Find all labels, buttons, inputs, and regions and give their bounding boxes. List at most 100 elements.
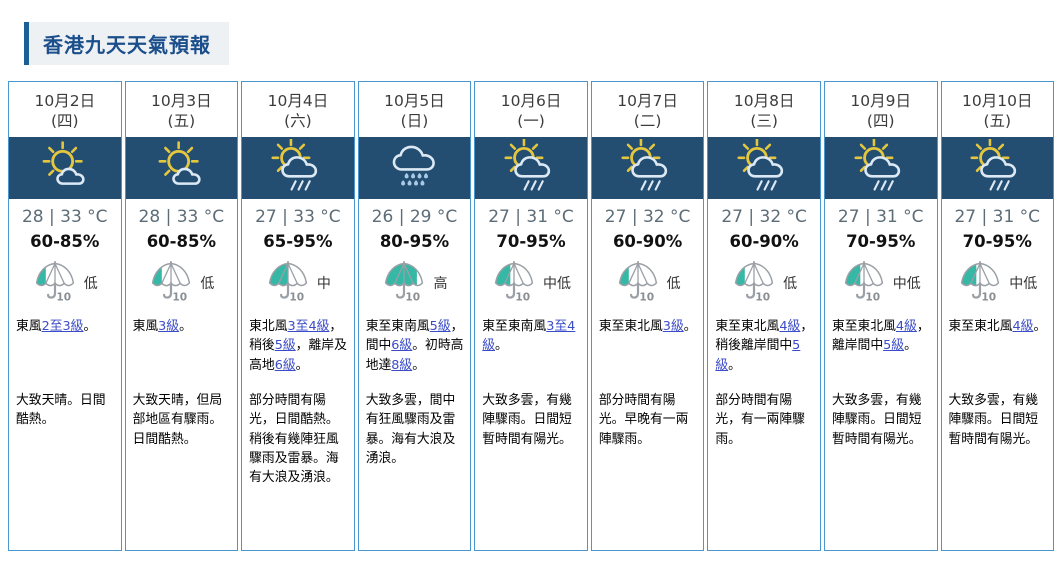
- rain-probability-umbrella-icon: 10: [381, 259, 427, 307]
- rain-probability-label: 高: [433, 276, 448, 293]
- weather-description: 大致多雲，有幾陣驟雨。日間短暫時間有陽光。: [948, 393, 1039, 447]
- temperature-range: 28 | 33 °C: [138, 207, 225, 228]
- weather-description: 部分時間有陽光，日間酷熱。稍後有幾陣狂風驟雨及雷暴。海有大浪及湧浪。: [249, 393, 339, 486]
- date-cell: 10月7日 (二): [592, 82, 704, 137]
- temperature-range: 27 | 33 °C: [255, 207, 341, 228]
- svg-text:10: 10: [406, 292, 421, 304]
- wind-text: 東北風: [249, 319, 288, 335]
- wind-text: 東至東北風: [598, 319, 663, 335]
- wind-speed-link[interactable]: 6級: [391, 338, 413, 354]
- wind-text: 。: [904, 338, 917, 354]
- svg-text:10: 10: [756, 292, 771, 304]
- svg-text:10: 10: [865, 292, 880, 304]
- weather-description: 大致天晴。日間酷熱。: [16, 393, 106, 428]
- wind-speed-link[interactable]: 5級: [274, 338, 296, 354]
- wind-forecast: 東至東北風4級，稍後離岸間中5級。: [708, 311, 820, 379]
- day-card: 10月10日 (五) 27 | 31 °C 70-95% 10 中低 東至東北風…: [940, 81, 1055, 551]
- day-card: 10月8日 (三) 27 | 32 °C 60-90% 10 低 東至東北風4級…: [707, 81, 821, 551]
- rain-probability-row: 10 中低: [942, 255, 1054, 311]
- svg-text:10: 10: [515, 292, 530, 304]
- wind-speed-link[interactable]: 3至4級: [287, 319, 330, 335]
- date-cell: 10月5日 (日): [359, 82, 471, 137]
- wind-speed-link[interactable]: 3級: [158, 319, 180, 335]
- wind-text: 東風: [132, 319, 159, 335]
- humidity-range: 70-95%: [962, 232, 1032, 252]
- rain-probability-label: 中: [316, 276, 331, 293]
- rain-icon: [381, 139, 447, 197]
- wind-speed-link[interactable]: 4級: [779, 319, 801, 335]
- rain-probability-umbrella-icon: 10: [491, 259, 537, 307]
- wind-forecast: 東至東北風3級。: [592, 311, 704, 379]
- wind-forecast: 東至東北風4級。: [942, 311, 1054, 379]
- temperature-range: 27 | 32 °C: [721, 207, 807, 228]
- rain-probability-label: 低: [666, 276, 681, 293]
- weather-icon-banner: [358, 137, 471, 200]
- humidity-range: 60-85%: [30, 232, 100, 252]
- svg-text:10: 10: [982, 292, 997, 304]
- wind-speed-link[interactable]: 3至4級: [482, 319, 576, 354]
- wind-speed-link[interactable]: 5級: [429, 319, 451, 335]
- temperature-range: 27 | 31 °C: [837, 207, 924, 228]
- sun-shower-icon: [615, 138, 681, 197]
- wind-forecast: 東至東南風5級，間中6級。初時高地達8級。: [359, 311, 471, 379]
- weather-icon-banner: [824, 137, 937, 200]
- date-label: 10月6日: [500, 92, 562, 110]
- wind-text: 。: [495, 338, 508, 354]
- date-cell: 10月8日 (三): [708, 82, 820, 137]
- weekday-label: (四): [866, 112, 895, 131]
- wind-speed-link[interactable]: 5級: [883, 338, 905, 354]
- day-card: 10月9日 (四) 27 | 31 °C 70-95% 10 中低 東至東北風4…: [823, 81, 938, 551]
- svg-text:10: 10: [639, 292, 654, 304]
- wind-speed-link[interactable]: 8級: [391, 357, 413, 373]
- rain-probability-umbrella-icon: 10: [731, 259, 777, 307]
- temperature-range: 27 | 31 °C: [954, 207, 1041, 228]
- forecast-row: 10月2日 (四) 28 | 33 °C 60-85% 10 低 東風2至3級。…: [8, 81, 1055, 551]
- sun-shower-icon: [498, 138, 564, 197]
- weekday-label: (五): [167, 112, 196, 131]
- temperature-range: 27 | 32 °C: [604, 207, 691, 228]
- wind-text: ，稍後離岸間中: [715, 319, 814, 354]
- rain-probability-row: 10 低: [708, 255, 820, 311]
- weather-description: 大致多雲，間中有狂風驟雨及雷暴。海有大浪及湧浪。: [365, 393, 456, 466]
- date-cell: 10月2日 (四): [9, 82, 121, 137]
- wind-text: 東至東南風: [365, 319, 430, 335]
- sun-cloud-icon: [32, 139, 98, 197]
- date-label: 10月7日: [617, 92, 678, 110]
- wind-text: 。初時高地達: [365, 338, 464, 373]
- wind-text: 東至東北風: [831, 319, 896, 335]
- wind-speed-link[interactable]: 4級: [895, 319, 917, 335]
- weather-description: 部分時間有陽光。早晚有一兩陣驟雨。: [598, 393, 689, 447]
- weekday-label: (四): [50, 112, 79, 131]
- rain-probability-label: 低: [200, 276, 215, 293]
- rain-probability-umbrella-icon: 10: [841, 259, 887, 307]
- rain-probability-row: 10 低: [9, 255, 121, 311]
- humidity-range: 80-95%: [379, 232, 450, 252]
- wind-text: 。: [295, 357, 309, 373]
- wind-speed-link[interactable]: 6級: [274, 357, 296, 373]
- date-cell: 10月3日 (五): [126, 82, 238, 137]
- wind-forecast: 東至東南風3至4級。: [475, 311, 587, 379]
- page-title: 香港九天天氣預報: [24, 22, 229, 65]
- date-cell: 10月10日 (五): [942, 82, 1054, 137]
- wind-speed-link[interactable]: 3級: [662, 319, 684, 335]
- wind-text: ，間中: [365, 319, 464, 354]
- wind-speed-link[interactable]: 5級: [715, 338, 801, 373]
- wind-speed-link[interactable]: 4級: [1012, 319, 1034, 335]
- weekday-label: (二): [633, 112, 662, 131]
- humidity-range: 60-85%: [146, 232, 216, 252]
- weather-icon-banner: [242, 137, 354, 200]
- wind-text: 。: [83, 319, 97, 335]
- weather-description: 大致多雲，有幾陣驟雨。日間短暫時間有陽光。: [482, 393, 572, 447]
- date-label: 10月4日: [267, 92, 329, 110]
- wind-forecast: 東風3級。: [126, 311, 238, 379]
- wind-text: 東至東南風: [482, 319, 547, 335]
- wind-forecast: 東至東北風4級，離岸間中5級。: [825, 311, 937, 379]
- weather-icon-banner: [125, 137, 238, 200]
- wind-speed-link[interactable]: 2至3級: [41, 319, 84, 335]
- sun-shower-icon: [731, 138, 797, 197]
- rain-probability-umbrella-icon: 10: [265, 259, 311, 307]
- day-card: 10月7日 (二) 27 | 32 °C 60-90% 10 低 東至東北風3級…: [590, 81, 705, 551]
- weekday-label: (五): [983, 112, 1012, 131]
- weather-icon-banner: [591, 137, 704, 200]
